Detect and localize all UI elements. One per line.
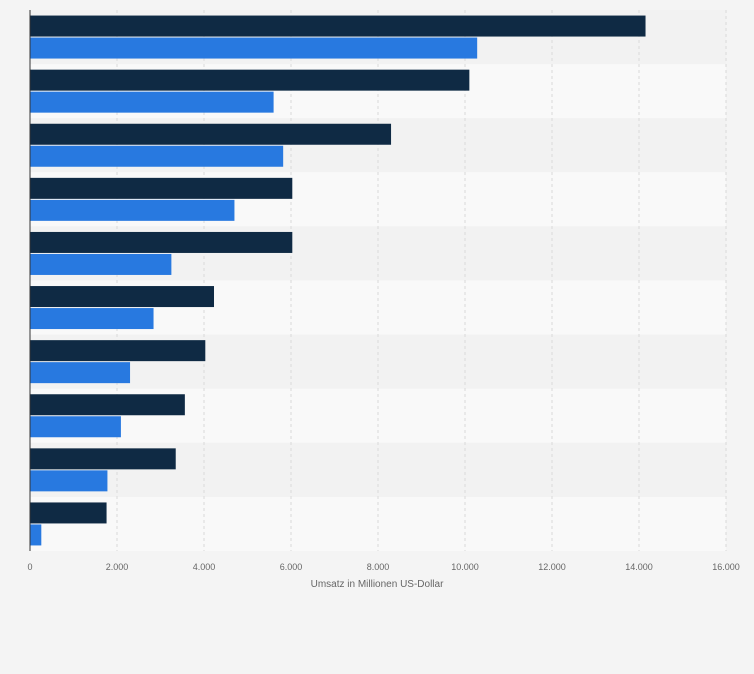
bar-series-1-row-1[interactable] [30,15,646,37]
bar-series-1-row-6[interactable] [30,286,215,308]
x-tick-label: 0 [27,562,32,572]
bar-series-1-row-7[interactable] [30,340,206,362]
x-tick-label: 12.000 [538,562,566,572]
x-tick-label: 6.000 [280,562,303,572]
x-tick-label: 8.000 [367,562,390,572]
bar-series-2-row-9[interactable] [30,470,108,492]
bar-series-1-row-3[interactable] [30,123,392,145]
bar-series-2-row-10[interactable] [30,524,42,546]
x-axis-label: Umsatz in Millionen US-Dollar [311,579,444,590]
x-tick-label: 2.000 [106,562,129,572]
bar-series-1-row-4[interactable] [30,177,293,199]
bar-series-2-row-7[interactable] [30,362,131,384]
bar-series-2-row-8[interactable] [30,416,121,438]
bar-series-1-row-9[interactable] [30,448,176,470]
bar-series-2-row-2[interactable] [30,91,274,113]
x-tick-label: 10.000 [451,562,479,572]
bar-series-2-row-1[interactable] [30,37,478,59]
bar-series-1-row-5[interactable] [30,231,293,253]
x-tick-label: 4.000 [193,562,216,572]
bar-series-1-row-2[interactable] [30,69,470,91]
x-tick-label: 14.000 [625,562,653,572]
bar-series-1-row-10[interactable] [30,502,107,524]
bar-series-2-row-3[interactable] [30,145,284,167]
bar-series-2-row-5[interactable] [30,253,172,275]
bar-series-2-row-4[interactable] [30,199,235,221]
row-band [30,496,726,551]
x-tick-label: 16.000 [712,562,740,572]
bar-series-1-row-8[interactable] [30,394,185,416]
bar-series-2-row-6[interactable] [30,308,154,330]
